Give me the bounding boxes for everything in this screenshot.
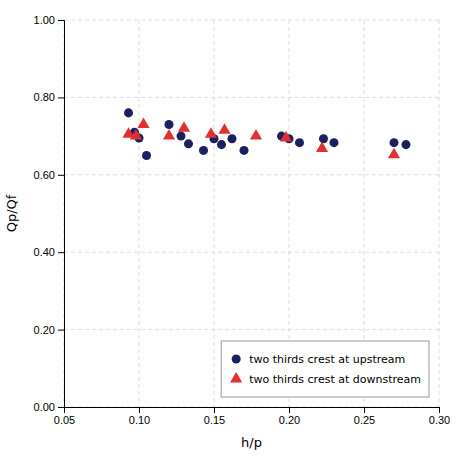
point (176, 132, 185, 141)
chart: 0.05 0.10 0.15 0.20 0.25 0.30 0.00 0.20 0.40 0.60… (0, 0, 459, 459)
point (227, 134, 236, 143)
legend: two thirds crest at upstream two thirds c… (221, 341, 429, 397)
x-tick-mark (439, 407, 440, 413)
y-grid-line (64, 329, 439, 330)
y-axis-title: Qp/Qf (4, 194, 19, 232)
x-tick: 0.05 (54, 407, 75, 426)
y-tick-mark (58, 20, 64, 21)
point (142, 151, 151, 160)
y-tick-label: 0.20 (34, 324, 55, 336)
point (124, 108, 133, 117)
y-tick-mark (58, 175, 64, 176)
point (217, 140, 226, 149)
point (319, 134, 328, 143)
y-grid-line (64, 174, 439, 175)
y-tick: 1.00 (34, 14, 64, 26)
point (389, 138, 398, 147)
y-tick-label: 0.00 (34, 401, 55, 413)
x-tick-label: 0.25 (354, 414, 375, 426)
x-axis: 0.05 0.10 0.15 0.20 0.25 0.30 (54, 407, 450, 426)
x-axis-title: h/p (241, 435, 262, 450)
x-tick: 0.30 (429, 407, 450, 426)
x-tick-label: 0.05 (54, 414, 75, 426)
legend-box (221, 341, 429, 397)
x-tick-mark (364, 407, 365, 413)
x-tick: 0.15 (204, 407, 225, 426)
series (122, 117, 400, 158)
y-tick: 0.60 (34, 169, 64, 181)
x-tick: 0.20 (279, 407, 300, 426)
point (137, 117, 149, 128)
point (205, 127, 217, 138)
y-tick-mark (58, 407, 64, 408)
point (401, 140, 410, 149)
point (164, 120, 173, 129)
x-tick-mark (214, 407, 215, 413)
plot: 0.05 0.10 0.15 0.20 0.25 0.30 0.00 0.20 0.40 0.60… (34, 14, 451, 426)
y-tick: 0.80 (34, 91, 64, 103)
legend-label: two thirds crest at downstream (249, 373, 421, 386)
point (295, 138, 304, 147)
x-grid-line (214, 20, 215, 407)
x-grid-line (439, 20, 440, 407)
legend-marker (230, 372, 242, 383)
point (199, 146, 208, 155)
point (218, 123, 230, 134)
point (388, 148, 400, 159)
legend-label: two thirds crest at upstream (249, 353, 405, 366)
point (239, 146, 248, 155)
y-tick: 0.00 (34, 401, 64, 413)
x-tick-label: 0.20 (279, 414, 300, 426)
grid (64, 20, 439, 407)
x-tick-mark (289, 407, 290, 413)
y-tick: 0.20 (34, 324, 64, 336)
y-tick-mark (58, 252, 64, 253)
x-tick-mark (139, 407, 140, 413)
point (178, 121, 190, 132)
y-axis-line (58, 21, 65, 408)
point (329, 138, 338, 147)
x-grid-line (139, 20, 140, 407)
y-tick-label: 0.40 (34, 246, 55, 258)
point (163, 129, 175, 140)
y-tick-label: 0.60 (34, 169, 55, 181)
y-tick: 0.40 (34, 246, 64, 258)
point (316, 141, 328, 152)
y-grid-line (64, 252, 439, 253)
marks (122, 108, 410, 160)
y-tick-mark (58, 97, 64, 98)
x-tick-label: 0.15 (204, 414, 225, 426)
x-axis-line (65, 408, 440, 414)
y-axis: 0.00 0.20 0.40 0.60 0.80 1.00 (34, 14, 65, 413)
y-tick-label: 0.80 (34, 91, 55, 103)
y-grid-line (64, 97, 439, 98)
point (250, 129, 262, 140)
point (130, 129, 142, 140)
x-tick-label: 0.30 (429, 414, 450, 426)
legend-marker (232, 354, 241, 363)
point (184, 139, 193, 148)
y-tick-mark (58, 330, 64, 331)
series (124, 108, 411, 160)
y-grid-line (64, 20, 439, 21)
x-tick: 0.10 (129, 407, 150, 426)
point (280, 131, 292, 142)
y-tick-label: 1.00 (34, 14, 55, 26)
x-tick-label: 0.10 (129, 414, 150, 426)
x-tick: 0.25 (354, 407, 375, 426)
